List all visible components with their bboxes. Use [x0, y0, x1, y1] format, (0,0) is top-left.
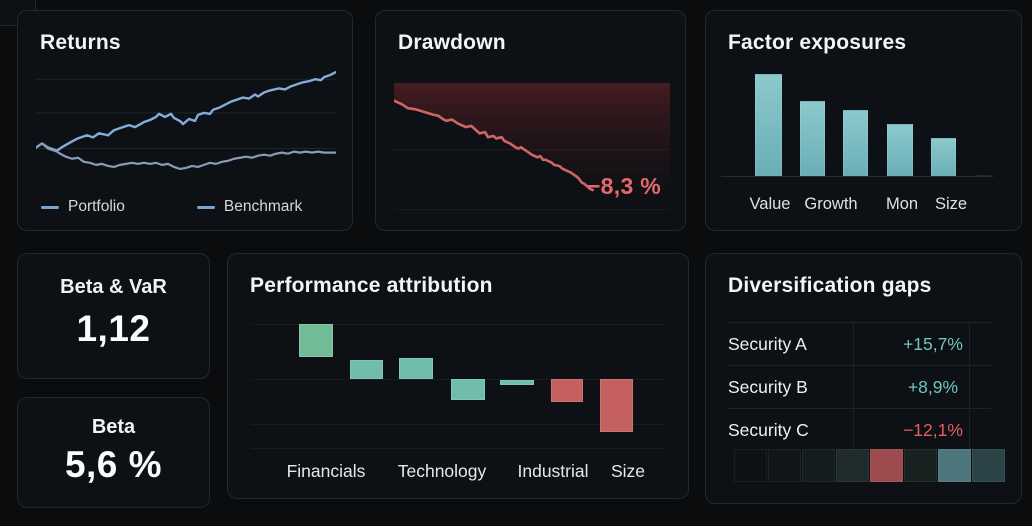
- factor-axis-label: Size: [934, 195, 968, 213]
- heatmap-cell: [904, 449, 937, 482]
- factor-axis-label: Value: [749, 195, 791, 213]
- beta-var-card: Beta & VaR 1,12: [17, 253, 210, 379]
- legend-item-benchmark: Benchmark: [196, 198, 303, 216]
- drawdown-area-chart: [394, 83, 670, 210]
- table-column-divider: [853, 322, 854, 449]
- waterfall-bar-positive: [399, 358, 433, 379]
- heatmap-cell: [972, 449, 1005, 482]
- gridline: [251, 424, 666, 425]
- benchmark-line-swatch: [196, 205, 215, 209]
- diversification-gaps-panel: Diversification gaps Security A +15,7% Sec…: [705, 253, 1022, 504]
- security-label: Security B: [728, 376, 808, 397]
- factor-bar-chart: [706, 63, 1021, 177]
- waterfall-axis-label: Financials: [286, 461, 366, 481]
- heatmap-cell: [938, 449, 971, 482]
- heatmap-cell: [768, 449, 801, 482]
- beta-var-title: Beta & VaR: [60, 276, 167, 298]
- drawdown-value-label: −8,3 %: [586, 173, 661, 199]
- security-value: −12,1%: [903, 419, 963, 440]
- waterfall-bar-positive: [500, 380, 534, 386]
- waterfall-axis-label: Technology: [397, 461, 487, 481]
- beta-title: Beta: [91, 416, 136, 438]
- securities-table: Security A +15,7% Security B +8,9% Security …: [728, 322, 991, 451]
- panel-title-performance-attribution: Performance attribution: [250, 274, 493, 297]
- factor-bar: [843, 110, 868, 177]
- waterfall-bar-positive: [451, 378, 485, 401]
- waterfall-bar-negative: [551, 378, 583, 402]
- factor-axis-label: Growth: [804, 195, 858, 213]
- factor-axis-baseline: [721, 176, 993, 177]
- attribution-waterfall-chart: [228, 254, 688, 498]
- diversification-heatmap-strip: [734, 449, 1005, 482]
- waterfall-bar-positive: [299, 324, 333, 357]
- heatmap-cell: [836, 449, 869, 482]
- waterfall-bar-positive: [350, 359, 383, 379]
- returns-line-chart: [36, 69, 336, 171]
- returns-legend: Portfolio Benchmark: [41, 198, 302, 216]
- table-row: Security B +8,9%: [728, 365, 991, 408]
- factor-bar: [755, 74, 782, 177]
- legend-label-benchmark: Benchmark: [223, 198, 303, 215]
- security-value: +8,9%: [907, 376, 959, 397]
- panel-title-returns: Returns: [40, 31, 121, 54]
- factor-bar: [887, 124, 913, 177]
- table-row: Security C −12,1%: [728, 408, 991, 451]
- factor-axis-label: Mon: [885, 195, 919, 213]
- portfolio-line-swatch: [41, 205, 59, 209]
- heatmap-cell: [802, 449, 835, 482]
- security-value: +15,7%: [903, 333, 963, 354]
- waterfall-axis-label: Size: [610, 461, 646, 481]
- beta-var-value: 1,12: [76, 308, 151, 349]
- beta-value: 5,6 %: [64, 444, 163, 485]
- panel-title-diversification-gaps: Diversification gaps: [728, 274, 932, 297]
- heatmap-cell: [870, 449, 903, 482]
- waterfall-bar-negative: [600, 378, 633, 432]
- heatmap-cell: [734, 449, 767, 482]
- legend-item-portfolio: Portfolio: [41, 198, 125, 216]
- factor-bar: [931, 137, 956, 177]
- security-label: Security C: [728, 419, 809, 440]
- table-column-divider: [969, 322, 970, 449]
- factor-exposures-panel: Factor exposures Value Growth Mon Size: [705, 10, 1022, 231]
- gridline: [251, 448, 666, 449]
- performance-attribution-panel: Performance attribution Financials Techno…: [227, 253, 689, 499]
- panel-title-drawdown: Drawdown: [398, 31, 506, 54]
- waterfall-axis-label: Industrial: [517, 461, 589, 481]
- factor-bar: [800, 100, 825, 177]
- gridline: [251, 324, 666, 325]
- table-row: Security A +15,7%: [728, 322, 991, 365]
- beta-card: Beta 5,6 %: [17, 397, 210, 508]
- returns-panel: Returns Portfolio Benchmark: [17, 10, 353, 231]
- panel-title-factor-exposures: Factor exposures: [728, 31, 907, 54]
- drawdown-panel: Drawdown −8,3 %: [375, 10, 686, 231]
- legend-label-portfolio: Portfolio: [68, 198, 125, 215]
- security-label: Security A: [728, 333, 807, 354]
